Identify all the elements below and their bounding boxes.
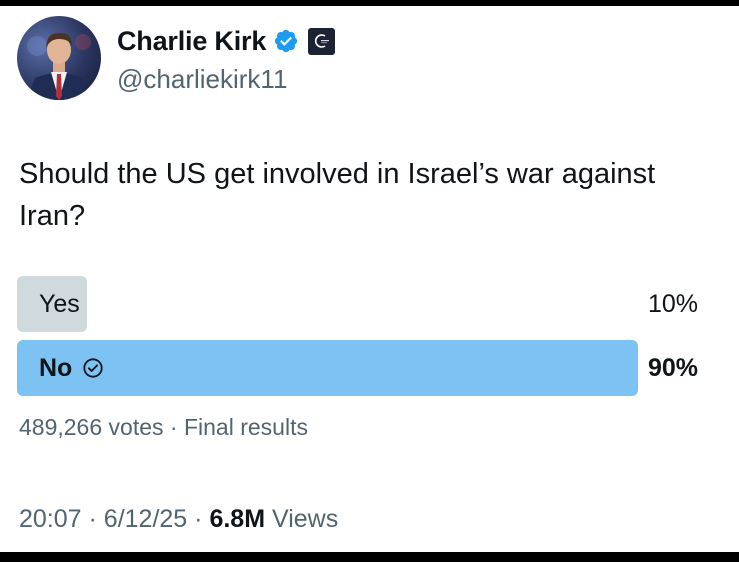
separator-dot: · bbox=[88, 505, 97, 533]
author-row: Charlie Kirk bbox=[117, 23, 336, 59]
views-count: 6.8M bbox=[209, 505, 266, 533]
poll-vote-count: 489,266 votes bbox=[19, 414, 164, 440]
tweet-card: Charlie Kirk @charliekirk11 Should the U… bbox=[0, 6, 739, 552]
avatar[interactable] bbox=[17, 16, 101, 100]
poll-bar-yes bbox=[17, 276, 87, 332]
verified-badge-icon[interactable] bbox=[273, 28, 299, 54]
poll-option-yes[interactable]: Yes 10% bbox=[17, 276, 707, 332]
check-circle-icon bbox=[83, 358, 103, 378]
avatar-portrait bbox=[27, 32, 91, 100]
post-text: Should the US get involved in Israel’s w… bbox=[19, 158, 656, 232]
poll-option-label: No bbox=[39, 340, 104, 396]
post-meta: 20:07 · 6/12/25 · 6.8M Views bbox=[19, 505, 338, 534]
poll-option-yes-label: Yes bbox=[39, 289, 80, 318]
author-name[interactable]: Charlie Kirk bbox=[117, 25, 267, 56]
poll-status: Final results bbox=[183, 414, 308, 440]
poll-option-no-percent: 90% bbox=[647, 353, 698, 382]
separator-dot: · bbox=[169, 414, 178, 440]
separator-dot: · bbox=[194, 505, 203, 533]
author-handle[interactable]: @charliekirk11 bbox=[117, 64, 288, 94]
post-time[interactable]: 20:07 bbox=[19, 505, 82, 533]
organization-logo-icon bbox=[314, 34, 329, 48]
poll-option-label: Yes bbox=[39, 276, 80, 332]
poll-option-yes-percent: 10% bbox=[647, 289, 698, 318]
views-label: Views bbox=[272, 505, 339, 533]
poll-option-no[interactable]: No 90% bbox=[17, 340, 707, 396]
poll-summary: 489,266 votes · Final results bbox=[19, 414, 308, 441]
poll-bar-no bbox=[17, 340, 638, 396]
post-date[interactable]: 6/12/25 bbox=[103, 505, 188, 533]
poll-option-no-label: No bbox=[39, 353, 73, 382]
organization-badge-icon[interactable] bbox=[308, 27, 336, 55]
